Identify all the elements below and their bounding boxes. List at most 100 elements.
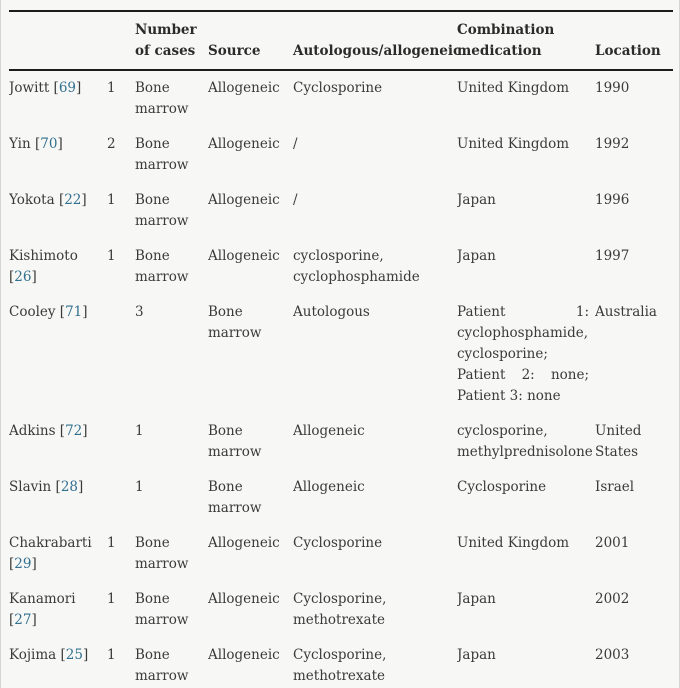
table-row: Kishimoto [26] 1 Bone marrow Allogeneic cycl…: [9, 239, 673, 295]
table-cell: United States: [595, 423, 642, 460]
table-cell: cyclosporine, methylprednisolone: [457, 423, 593, 460]
table-cell: Autologous: [293, 304, 370, 320]
table-row: Slavin [28] 1 Bone marrow Allogeneic Cyclosp…: [9, 470, 673, 526]
table-cell: Japan: [457, 192, 496, 208]
author-cell: Jowitt [69]: [9, 80, 82, 96]
table-cell: 1997: [595, 248, 630, 264]
citation-link[interactable]: 70: [40, 136, 58, 152]
header-combination-medication: Combination medication: [457, 11, 595, 71]
header-row: Number of cases Source Autologous/alloge…: [9, 11, 673, 71]
citation-link[interactable]: 71: [65, 304, 83, 320]
table-cell: 1996: [595, 192, 630, 208]
table-cell: 2: [107, 136, 116, 152]
table-cell: United Kingdom: [457, 535, 570, 551]
table-cell: [107, 470, 135, 526]
table-cell: Bone marrow: [135, 647, 189, 684]
author-cell: Kishimoto [26]: [9, 248, 78, 285]
citation-link[interactable]: 72: [65, 423, 83, 439]
table-cell: Cyclosporine, methotrexate: [293, 591, 387, 628]
table-cell: Japan: [457, 248, 496, 264]
author-cell: Chakrabarti [29]: [9, 535, 92, 572]
table-cell: Bone marrow: [135, 192, 189, 229]
author-cell: Adkins [72]: [9, 423, 88, 439]
table-cell: /: [293, 192, 298, 208]
table-cell: 1: [107, 591, 116, 607]
table-row: Kanamori [27] 1 Bone marrow Allogeneic Cyclo…: [9, 582, 673, 638]
table-cell: /: [293, 136, 298, 152]
table-cell: 1: [135, 479, 144, 495]
table-cell: Cyclosporine: [293, 80, 383, 96]
citation-link[interactable]: 22: [64, 192, 82, 208]
table-cell: Allogeneic: [208, 80, 280, 96]
table-cell: 3: [135, 304, 144, 320]
table-row: Chakrabarti [29] 1 Bone marrow Allogeneic Cy…: [9, 526, 673, 582]
table-cell: 1: [107, 647, 116, 663]
table-cell: Japan: [457, 647, 496, 663]
case-reports-table: Number of cases Source Autologous/alloge…: [9, 10, 673, 688]
table-cell: 2003: [595, 647, 630, 663]
table-cell: Allogeneic: [208, 535, 280, 551]
table-cell: Allogeneic: [208, 591, 280, 607]
table-row: Yokota [22] 1 Bone marrow Allogeneic / Japan 1…: [9, 183, 673, 239]
table-cell: Allogeneic: [208, 192, 280, 208]
table-cell: 1992: [595, 136, 630, 152]
author-cell: Yin [70]: [9, 136, 63, 152]
table-cell: Patient 1: cyclophosphamide, cyclosporin…: [457, 304, 589, 404]
table-row: Kojima [25] 1 Bone marrow Allogeneic Cyclosp…: [9, 638, 673, 688]
table-cell: 1: [135, 423, 144, 439]
table-cell: 1: [107, 80, 116, 96]
table-body: Jowitt [69] 1 Bone marrow Allogeneic Cyclosp…: [9, 70, 673, 688]
table-cell: Allogeneic: [208, 248, 280, 264]
header-location: Location: [595, 11, 673, 71]
author-cell: Yokota [22]: [9, 192, 87, 208]
table-row: Adkins [72] 1 Bone marrow Allogeneic cyclosp…: [9, 414, 673, 470]
table-cell: Australia: [595, 304, 657, 320]
table-cell: 1: [107, 248, 116, 264]
table-cell: Allogeneic: [293, 423, 365, 439]
table-cell: Bone marrow: [208, 423, 262, 460]
table-cell: Allogeneic: [208, 647, 280, 663]
table-cell: 1990: [595, 80, 630, 96]
table-cell: 2001: [595, 535, 630, 551]
table-cell: Bone marrow: [208, 304, 262, 341]
author-cell: Cooley [71]: [9, 304, 88, 320]
table-cell: cyclosporine, cyclophosphamide: [293, 248, 420, 285]
table-cell: Bone marrow: [135, 535, 189, 572]
header-number-of-cases: Number of cases: [135, 11, 208, 71]
table-cell: 1: [107, 535, 116, 551]
table-cell: Allogeneic: [293, 479, 365, 495]
table-cell: 1: [107, 192, 116, 208]
table-cell: Bone marrow: [135, 80, 189, 117]
citation-link[interactable]: 27: [14, 612, 32, 628]
table-cell: United Kingdom: [457, 80, 570, 96]
citation-link[interactable]: 29: [14, 556, 32, 572]
table-cell: Israel: [595, 479, 635, 495]
table-row: Yin [70] 2 Bone marrow Allogeneic / United Ki…: [9, 127, 673, 183]
table-cell: Cyclosporine, methotrexate: [293, 647, 387, 684]
table-cell: Bone marrow: [135, 591, 189, 628]
citation-link[interactable]: 26: [14, 269, 32, 285]
table-row: Cooley [71] 3 Bone marrow Autologous Patient…: [9, 295, 673, 414]
author-cell: Kojima [25]: [9, 647, 89, 663]
citation-link[interactable]: 69: [58, 80, 77, 96]
table-header: Number of cases Source Autologous/alloge…: [9, 11, 673, 71]
header-spacer: [107, 11, 135, 71]
citation-link[interactable]: 25: [65, 647, 83, 663]
table-cell: [107, 414, 135, 470]
table-cell: Bone marrow: [208, 479, 262, 516]
table-cell: Bone marrow: [135, 136, 189, 173]
header-author: [9, 11, 107, 71]
header-autologous-allogeneic: Autologous/allogeneic: [293, 11, 461, 71]
author-cell: Kanamori [27]: [9, 591, 76, 628]
table-cell: [107, 295, 135, 414]
table-cell: Cyclosporine: [293, 535, 383, 551]
header-source: Source: [208, 11, 293, 71]
table-cell: Bone marrow: [135, 248, 189, 285]
table-cell: Allogeneic: [208, 136, 280, 152]
table-cell: United Kingdom: [457, 136, 570, 152]
table-cell: Japan: [457, 591, 496, 607]
table-cell: 2002: [595, 591, 630, 607]
table-cell: Cyclosporine: [457, 479, 547, 495]
citation-link[interactable]: 28: [60, 479, 78, 495]
